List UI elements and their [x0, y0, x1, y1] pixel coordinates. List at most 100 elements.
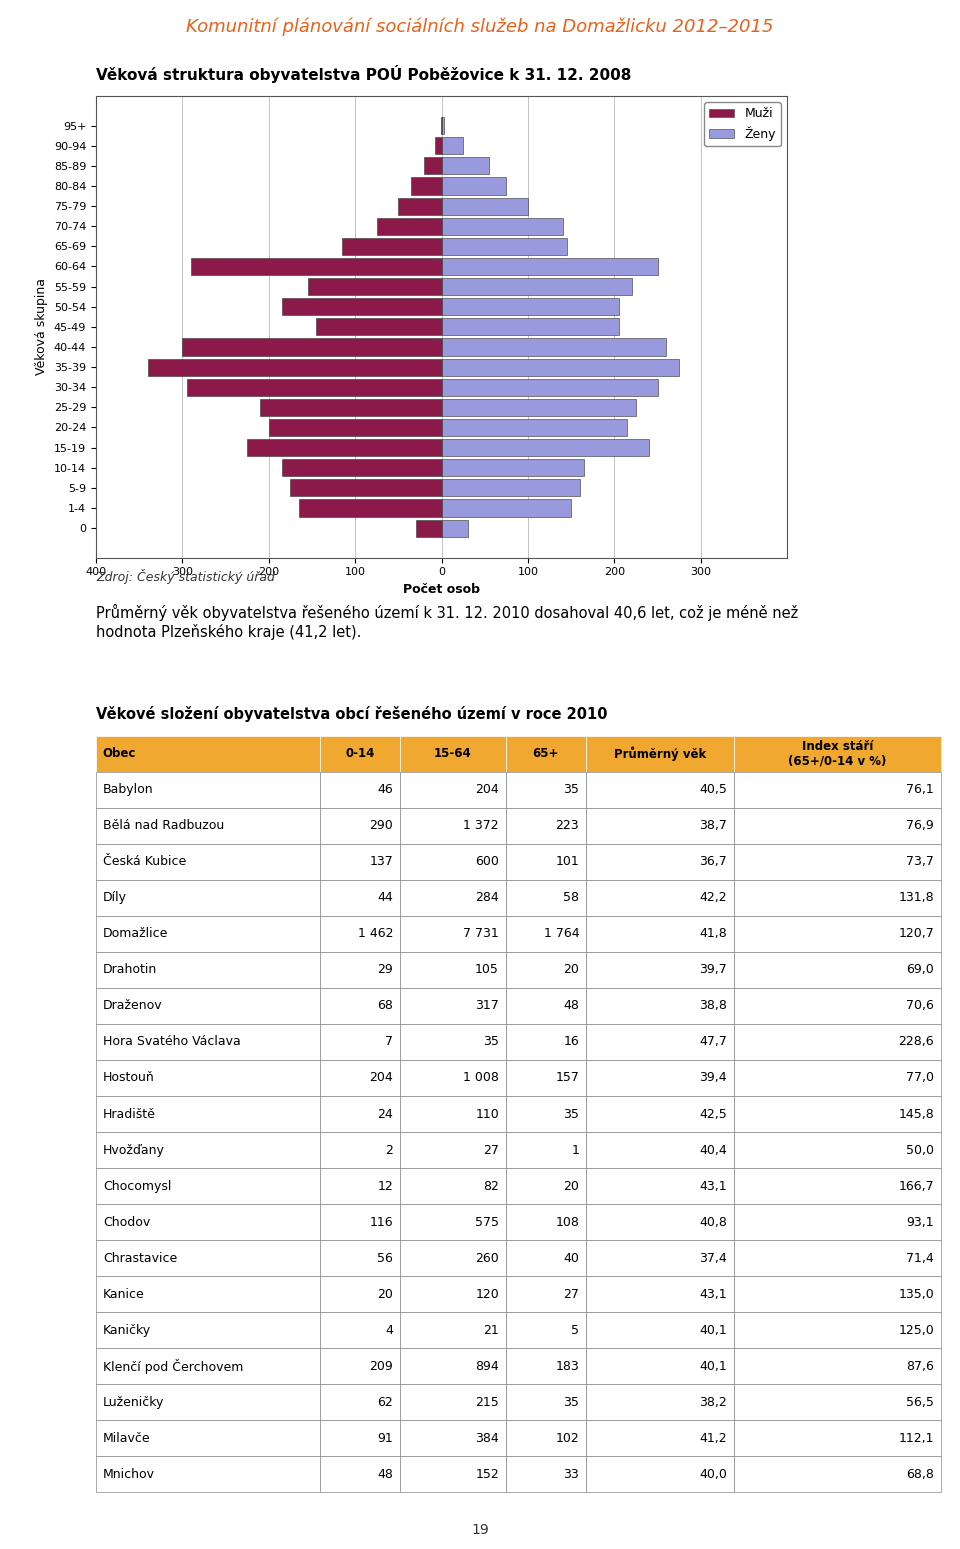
- FancyBboxPatch shape: [733, 1348, 941, 1385]
- Bar: [186, 378, 442, 397]
- Text: Věková struktura obyvatelstva POÚ Poběžovice k 31. 12. 2008: Věková struktura obyvatelstva POÚ Poběžo…: [96, 65, 632, 82]
- Text: 16: 16: [564, 1035, 579, 1049]
- FancyBboxPatch shape: [506, 1385, 586, 1420]
- Text: 166,7: 166,7: [899, 1180, 934, 1193]
- Text: 600: 600: [475, 855, 499, 869]
- FancyBboxPatch shape: [400, 1097, 506, 1132]
- Text: 33: 33: [564, 1468, 579, 1481]
- Text: Hora Svatého Václava: Hora Svatého Václava: [103, 1035, 241, 1049]
- Text: 38,7: 38,7: [699, 819, 727, 832]
- FancyBboxPatch shape: [586, 809, 733, 844]
- Bar: [290, 479, 442, 496]
- FancyBboxPatch shape: [733, 1385, 941, 1420]
- Text: 48: 48: [564, 999, 579, 1013]
- Text: 105: 105: [475, 963, 499, 976]
- FancyBboxPatch shape: [733, 771, 941, 809]
- Text: Obec: Obec: [103, 747, 136, 761]
- FancyBboxPatch shape: [733, 1060, 941, 1097]
- Bar: [442, 257, 658, 276]
- Text: Kanice: Kanice: [103, 1287, 145, 1301]
- FancyBboxPatch shape: [400, 771, 506, 809]
- FancyBboxPatch shape: [96, 809, 320, 844]
- Bar: [442, 277, 632, 296]
- FancyBboxPatch shape: [96, 1132, 320, 1168]
- FancyBboxPatch shape: [320, 988, 400, 1024]
- FancyBboxPatch shape: [400, 1168, 506, 1204]
- Text: 112,1: 112,1: [899, 1431, 934, 1445]
- FancyBboxPatch shape: [320, 1312, 400, 1348]
- FancyBboxPatch shape: [96, 1276, 320, 1312]
- Text: 1: 1: [571, 1143, 579, 1157]
- Text: Průměrný věk: Průměrný věk: [613, 747, 706, 761]
- FancyBboxPatch shape: [320, 1348, 400, 1385]
- FancyBboxPatch shape: [586, 1097, 733, 1132]
- Bar: [307, 277, 442, 296]
- FancyBboxPatch shape: [96, 915, 320, 953]
- FancyBboxPatch shape: [586, 1024, 733, 1060]
- Bar: [442, 398, 636, 415]
- FancyBboxPatch shape: [506, 915, 586, 953]
- Text: 71,4: 71,4: [906, 1252, 934, 1264]
- Text: 125,0: 125,0: [899, 1324, 934, 1337]
- Text: 37,4: 37,4: [699, 1252, 727, 1264]
- X-axis label: Počet osob: Počet osob: [403, 582, 480, 596]
- FancyBboxPatch shape: [586, 1060, 733, 1097]
- Text: 35: 35: [564, 1396, 579, 1408]
- Text: Hvožďany: Hvožďany: [103, 1143, 164, 1157]
- FancyBboxPatch shape: [733, 1024, 941, 1060]
- Text: 44: 44: [377, 891, 394, 905]
- Text: 120,7: 120,7: [899, 928, 934, 940]
- Bar: [442, 239, 566, 256]
- FancyBboxPatch shape: [586, 1204, 733, 1241]
- Text: 108: 108: [555, 1216, 579, 1228]
- FancyBboxPatch shape: [733, 844, 941, 880]
- FancyBboxPatch shape: [320, 809, 400, 844]
- Text: 15-64: 15-64: [434, 747, 471, 761]
- Bar: [182, 338, 442, 356]
- FancyBboxPatch shape: [586, 736, 733, 771]
- Bar: [269, 418, 442, 435]
- Text: 47,7: 47,7: [699, 1035, 727, 1049]
- FancyBboxPatch shape: [506, 771, 586, 809]
- Bar: [442, 358, 679, 376]
- FancyBboxPatch shape: [506, 1348, 586, 1385]
- FancyBboxPatch shape: [400, 1312, 506, 1348]
- Text: 7: 7: [385, 1035, 394, 1049]
- Text: Průměrný věk obyvatelstva řešeného území k 31. 12. 2010 dosahoval 40,6 let, což : Průměrný věk obyvatelstva řešeného území…: [96, 604, 799, 640]
- Bar: [442, 519, 468, 536]
- Bar: [442, 138, 463, 155]
- FancyBboxPatch shape: [320, 771, 400, 809]
- Text: 27: 27: [564, 1287, 579, 1301]
- FancyBboxPatch shape: [320, 1420, 400, 1456]
- Text: 35: 35: [564, 784, 579, 796]
- Text: Draženov: Draženov: [103, 999, 162, 1013]
- Text: 46: 46: [377, 784, 394, 796]
- Text: 575: 575: [475, 1216, 499, 1228]
- FancyBboxPatch shape: [96, 880, 320, 915]
- Bar: [435, 138, 442, 155]
- Text: 38,2: 38,2: [699, 1396, 727, 1408]
- FancyBboxPatch shape: [320, 1024, 400, 1060]
- Text: 29: 29: [377, 963, 394, 976]
- FancyBboxPatch shape: [400, 1024, 506, 1060]
- FancyBboxPatch shape: [733, 1312, 941, 1348]
- FancyBboxPatch shape: [733, 915, 941, 953]
- FancyBboxPatch shape: [400, 1385, 506, 1420]
- FancyBboxPatch shape: [320, 1241, 400, 1276]
- FancyBboxPatch shape: [320, 915, 400, 953]
- FancyBboxPatch shape: [400, 915, 506, 953]
- Bar: [424, 158, 442, 175]
- Bar: [191, 257, 442, 276]
- Text: Bělá nad Radbuzou: Bělá nad Radbuzou: [103, 819, 224, 832]
- Bar: [442, 218, 563, 235]
- Text: Chrastavice: Chrastavice: [103, 1252, 177, 1264]
- Text: 39,7: 39,7: [699, 963, 727, 976]
- Text: 70,6: 70,6: [906, 999, 934, 1013]
- Text: 204: 204: [370, 1072, 394, 1084]
- FancyBboxPatch shape: [733, 1132, 941, 1168]
- Text: Babylon: Babylon: [103, 784, 154, 796]
- Text: Zdroj: Český statistický úřad: Zdroj: Český statistický úřad: [96, 570, 275, 584]
- Bar: [442, 198, 528, 215]
- Text: 4: 4: [386, 1324, 394, 1337]
- FancyBboxPatch shape: [400, 988, 506, 1024]
